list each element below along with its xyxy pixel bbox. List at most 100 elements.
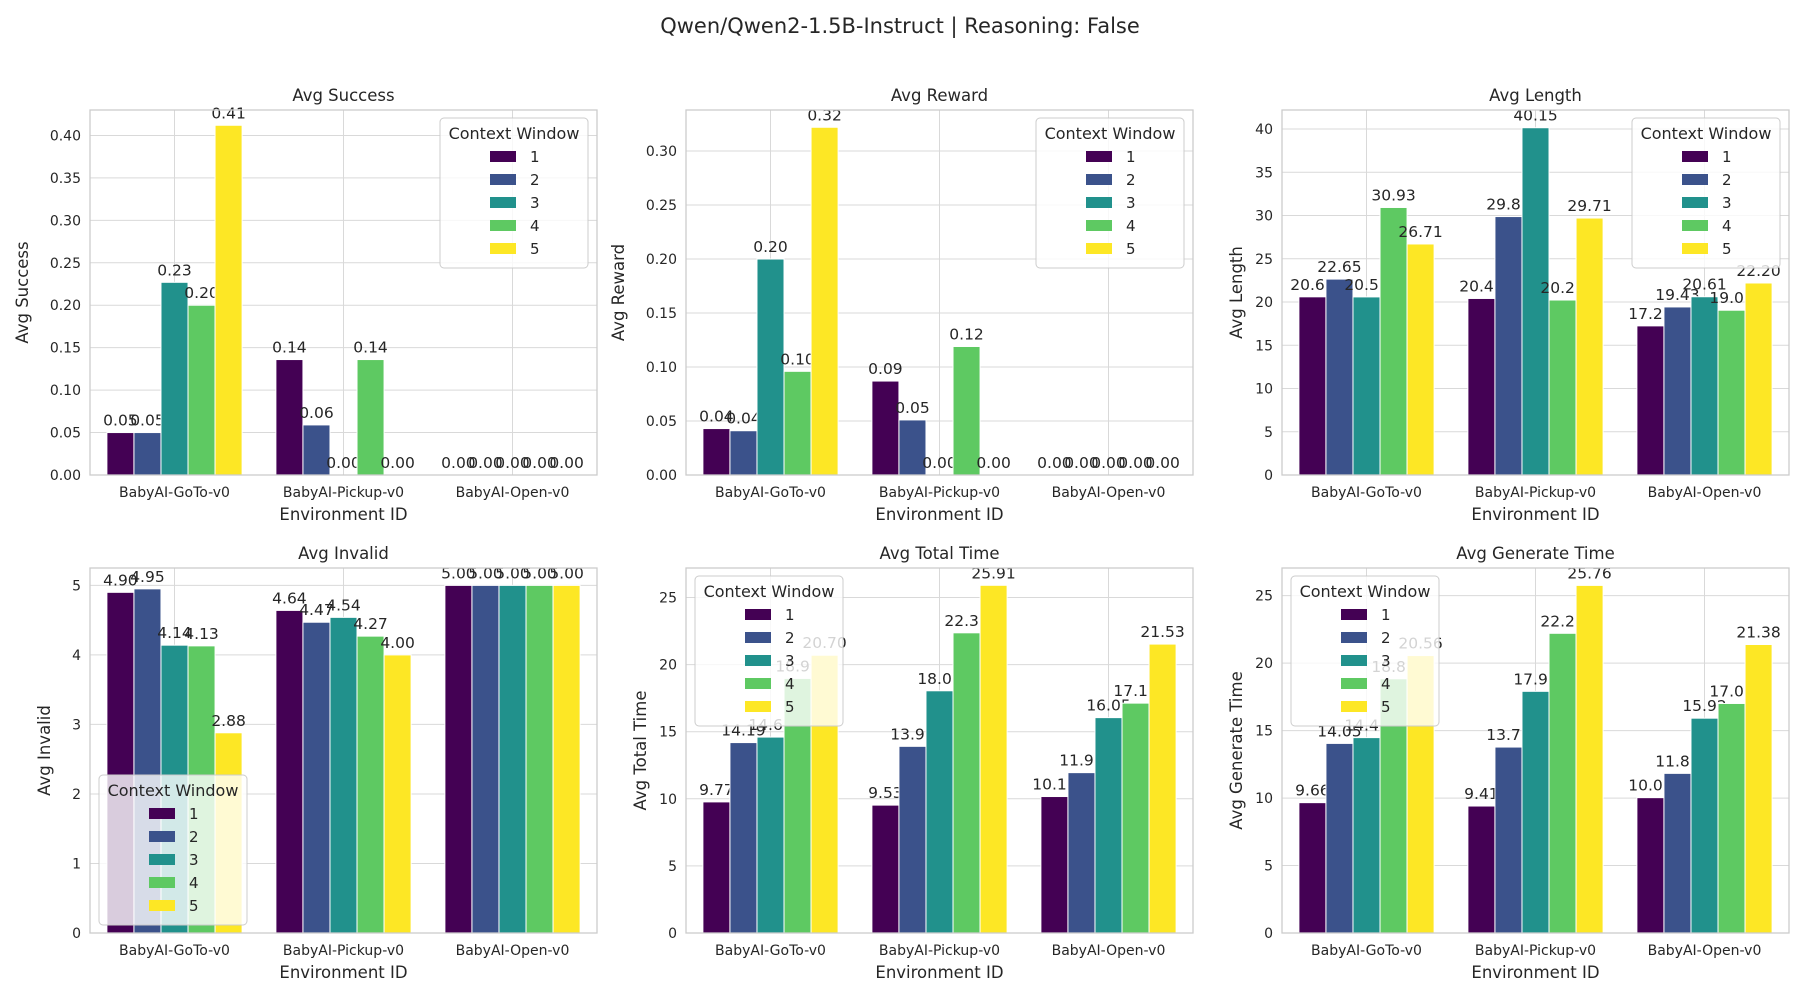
bar [214, 124, 243, 476]
subplot-1: 0.00 0.05 0.10 0.15 0.20 0.25 0.30 0.35 0.40 Baby… [13, 86, 598, 524]
bar [383, 654, 412, 934]
y-axis-label: Avg Invalid [35, 705, 54, 796]
bar [444, 584, 473, 934]
subplot-title: Avg Total Time [880, 544, 1000, 563]
bar-value-label: 0.00 [1118, 454, 1153, 472]
legend: Context Window 1 2 3 4 5 [98, 774, 248, 926]
bar-value-label: 20.60 [1290, 276, 1334, 294]
legend-swatch [149, 900, 175, 911]
bar-value-label: 9.53 [868, 784, 903, 802]
legend-swatch [490, 197, 516, 208]
bar [729, 742, 758, 934]
bar-value-label: 0.00 [1064, 454, 1099, 472]
bar-value-label: 25.91 [971, 564, 1015, 582]
legend-label: 3 [1381, 652, 1391, 670]
bar [356, 359, 385, 476]
legend-title: Context Window [1045, 124, 1176, 143]
bar [1094, 717, 1123, 934]
legend-box [694, 575, 844, 727]
bar-value-label: 22.65 [1317, 258, 1361, 276]
legend-swatch [490, 151, 516, 162]
bar-value-label: 9.66 [1295, 782, 1330, 800]
bar [302, 424, 331, 476]
axes-frame [1281, 109, 1790, 476]
bar [783, 370, 812, 476]
legend-swatch [1341, 701, 1367, 712]
bar [1467, 805, 1496, 934]
legend-swatch [1086, 197, 1112, 208]
bar [756, 736, 785, 934]
bar-value-label: 29.71 [1567, 197, 1611, 215]
legend-swatch [1086, 220, 1112, 231]
legend-label: 5 [189, 897, 199, 915]
bar-value-label: 9.41 [1464, 785, 1499, 803]
bar-value-label: 30.93 [1371, 186, 1415, 204]
legend-label: 2 [785, 629, 795, 647]
x-tick-label: BabyAI-Open-v0 [456, 485, 570, 501]
x-tick-label: BabyAI-GoTo-v0 [119, 485, 230, 501]
bar-value-label: 4.13 [184, 625, 219, 643]
bar [1406, 243, 1435, 476]
bar [1325, 278, 1354, 476]
bar-value-label: 4.64 [272, 589, 307, 607]
legend: Context Window 1 2 3 4 5 [1631, 117, 1781, 269]
bar [1744, 282, 1773, 476]
legend-swatch [1341, 609, 1367, 620]
bar-value-label: 18.05 [917, 670, 961, 688]
legend-label: 5 [530, 240, 540, 258]
legend-box [98, 774, 248, 926]
bar-value-label: 0.04 [726, 410, 761, 428]
bar [133, 432, 162, 476]
legend-label: 3 [785, 652, 795, 670]
bar [1040, 796, 1069, 934]
bar-value-label: 0.12 [949, 325, 984, 343]
bar [187, 304, 216, 476]
y-axis-label: Avg Length [1227, 246, 1246, 339]
legend-box [1035, 117, 1185, 269]
bar-value-label: 21.53 [1140, 623, 1184, 641]
y-tick-label: 4 [72, 648, 81, 664]
bar [1121, 702, 1150, 934]
y-tick-label: 5 [72, 578, 81, 594]
legend-swatch [149, 877, 175, 888]
y-tick-label: 20 [1255, 295, 1273, 311]
y-tick-label: 15 [1255, 338, 1273, 354]
y-tick-label: 15 [659, 725, 677, 741]
legend-label: 1 [189, 805, 199, 823]
bar [1663, 772, 1692, 934]
y-tick-label: 0.10 [646, 360, 677, 376]
bar [525, 584, 554, 934]
bar [729, 430, 758, 476]
bar [1352, 296, 1381, 476]
y-tick-label: 0 [1264, 926, 1273, 942]
y-tick-label: 30 [1255, 209, 1273, 225]
bar [898, 745, 927, 934]
bar [1717, 309, 1746, 476]
bar-value-label: 0.09 [868, 360, 903, 378]
legend-label: 2 [189, 828, 199, 846]
legend-label: 1 [1722, 148, 1732, 166]
x-tick-label: BabyAI-Open-v0 [1052, 943, 1166, 959]
x-tick-label: BabyAI-Pickup-v0 [1475, 943, 1596, 959]
legend-swatch [1341, 655, 1367, 666]
bar [1663, 306, 1692, 476]
bar-value-label: 26.71 [1398, 223, 1442, 241]
bar [702, 428, 731, 476]
legend-label: 3 [1126, 194, 1136, 212]
legend-swatch [745, 609, 771, 620]
bar [106, 432, 135, 476]
x-tick-label: BabyAI-Open-v0 [1648, 943, 1762, 959]
y-tick-label: 5 [668, 859, 677, 875]
bar-value-label: 40.15 [1513, 107, 1557, 125]
y-tick-label: 0.00 [50, 468, 81, 484]
bar [898, 419, 927, 476]
bar-value-label: 5.00 [522, 564, 557, 582]
bar-value-label: 4.95 [130, 568, 165, 586]
subplot-4: 0 1 2 3 4 5 BabyAI-GoTo-v0 BabyAI-Pickup-v0 Baby… [35, 544, 598, 982]
bar-value-label: 2.88 [211, 712, 246, 730]
y-tick-label: 25 [659, 591, 677, 607]
x-axis-label: Environment ID [1471, 505, 1599, 524]
